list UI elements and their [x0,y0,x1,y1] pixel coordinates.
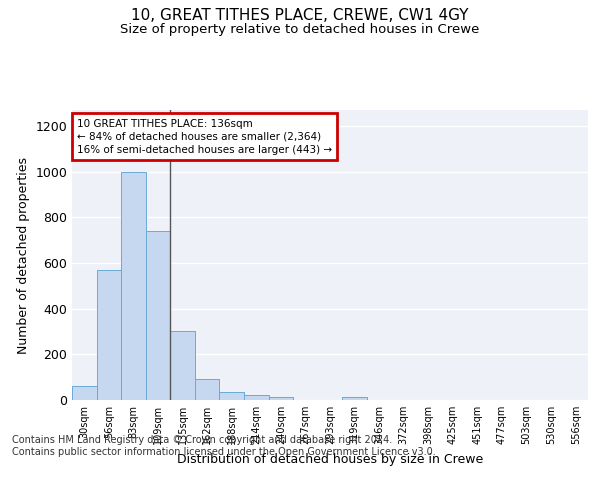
Bar [220,392,244,400]
Y-axis label: Number of detached properties: Number of detached properties [17,156,30,354]
Bar [121,172,146,400]
Text: Size of property relative to detached houses in Crewe: Size of property relative to detached ho… [121,22,479,36]
Bar [195,380,220,400]
Bar [170,332,195,400]
Text: Contains HM Land Registry data © Crown copyright and database right 2024.
Contai: Contains HM Land Registry data © Crown c… [12,435,436,456]
Bar [269,398,293,400]
Text: 10 GREAT TITHES PLACE: 136sqm
← 84% of detached houses are smaller (2,364)
16% o: 10 GREAT TITHES PLACE: 136sqm ← 84% of d… [77,118,332,155]
Text: 10, GREAT TITHES PLACE, CREWE, CW1 4GY: 10, GREAT TITHES PLACE, CREWE, CW1 4GY [131,8,469,22]
Bar [146,231,170,400]
Bar [342,398,367,400]
Bar [244,395,269,400]
X-axis label: Distribution of detached houses by size in Crewe: Distribution of detached houses by size … [177,452,483,466]
Bar [72,386,97,400]
Bar [97,270,121,400]
